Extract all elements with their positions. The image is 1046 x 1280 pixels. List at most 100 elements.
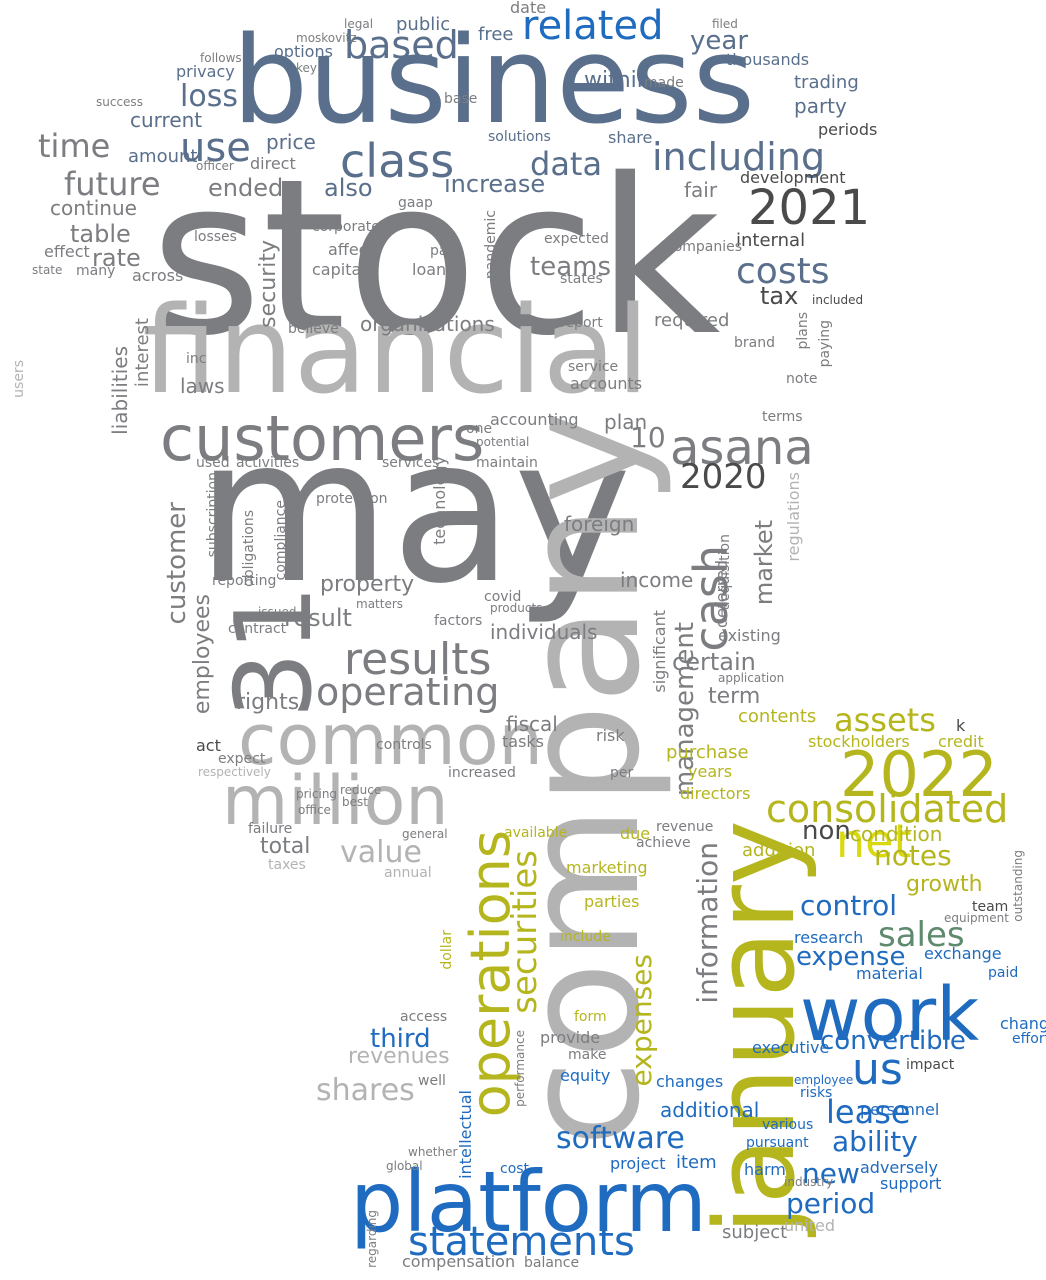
word: thousands (726, 50, 810, 69)
word: issued (258, 605, 297, 619)
word: convertible (820, 1026, 966, 1056)
word: sales (878, 915, 965, 955)
word: class (340, 134, 455, 188)
word: efforts (1012, 1031, 1046, 1047)
word: teams (530, 252, 611, 282)
word: pandemic (483, 210, 499, 280)
word: results (344, 634, 492, 685)
word: regulations (784, 472, 803, 562)
word: business (232, 12, 756, 151)
word: income (620, 568, 694, 592)
word: equipment (944, 911, 1009, 925)
word: general (402, 827, 448, 841)
word: matters (356, 597, 404, 611)
word: lease (826, 1093, 911, 1131)
word: achieve (636, 835, 691, 851)
word: pursuant (746, 1135, 809, 1151)
word: cost (500, 1161, 530, 1177)
word: addition (742, 840, 816, 861)
word: report (560, 315, 603, 331)
word: products (490, 601, 543, 615)
word: risks (800, 1085, 833, 1101)
word: significant (650, 610, 669, 693)
word: subject (722, 1222, 788, 1243)
word: filed (712, 17, 738, 31)
word: contract (228, 621, 287, 637)
word: inc (186, 351, 207, 367)
word: united (784, 1216, 835, 1235)
word: 2022 (840, 738, 998, 811)
word: deferred (712, 560, 731, 628)
word: direct (250, 154, 296, 173)
word: price (266, 130, 316, 154)
word: employees (190, 594, 215, 715)
word: various (762, 1117, 814, 1133)
word: harm (744, 1160, 786, 1179)
word: 2020 (680, 457, 767, 497)
word: success (96, 95, 143, 109)
word: 2021 (748, 180, 871, 236)
word: per (610, 765, 634, 781)
word: free (478, 24, 514, 45)
word: industry (784, 1175, 834, 1189)
word: amount (128, 146, 198, 167)
word: respectively (198, 765, 271, 779)
word: current (130, 108, 203, 132)
word: date (510, 0, 547, 17)
word: notes (874, 839, 952, 872)
word: platform (350, 1153, 707, 1251)
word: due (620, 824, 651, 843)
word: stock (150, 132, 721, 383)
word: information (691, 842, 724, 1004)
word: time (38, 127, 111, 165)
word: software (556, 1121, 685, 1156)
word: potential (476, 435, 530, 449)
word: third (370, 1024, 431, 1054)
word: growth (906, 872, 983, 897)
word: executive (752, 1038, 830, 1057)
word: included (812, 293, 864, 307)
word: terms (762, 409, 803, 425)
word: us (852, 1044, 903, 1095)
word: certain (672, 648, 756, 676)
word: expect (218, 751, 266, 767)
word: users (11, 360, 27, 398)
word: accounting (490, 410, 579, 429)
word: protection (316, 491, 388, 507)
word: services (382, 455, 440, 471)
word: statements (408, 1219, 635, 1265)
word: party (794, 94, 847, 118)
word: tax (760, 282, 799, 310)
word: customer (162, 502, 192, 625)
word: revenues (348, 1044, 450, 1069)
word: impact (906, 1057, 955, 1073)
word: used (196, 455, 230, 471)
word: plans (795, 312, 811, 350)
word: obligations (241, 510, 257, 587)
word: taxes (268, 857, 306, 873)
word: accounts (570, 374, 643, 393)
word: include (560, 929, 611, 945)
word: additional (660, 1098, 760, 1122)
word: research (794, 928, 864, 947)
word: part (430, 243, 459, 259)
word: performance (513, 1030, 527, 1107)
word: stockholders (808, 732, 910, 751)
word: credit (938, 732, 984, 751)
word: changes (656, 1072, 724, 1091)
word: many (76, 263, 116, 279)
word: consolidated (766, 787, 1009, 831)
word: share (608, 128, 653, 147)
word: plan (604, 410, 648, 434)
word: common (238, 699, 543, 781)
word: provide (540, 1028, 601, 1047)
word: million (222, 762, 449, 841)
word: whether (408, 1145, 458, 1159)
word: believe (288, 321, 339, 337)
word: ended (208, 174, 284, 202)
word: term (708, 684, 761, 709)
word: rights (236, 690, 300, 715)
word: related (522, 3, 664, 49)
word: reduce (340, 783, 382, 797)
